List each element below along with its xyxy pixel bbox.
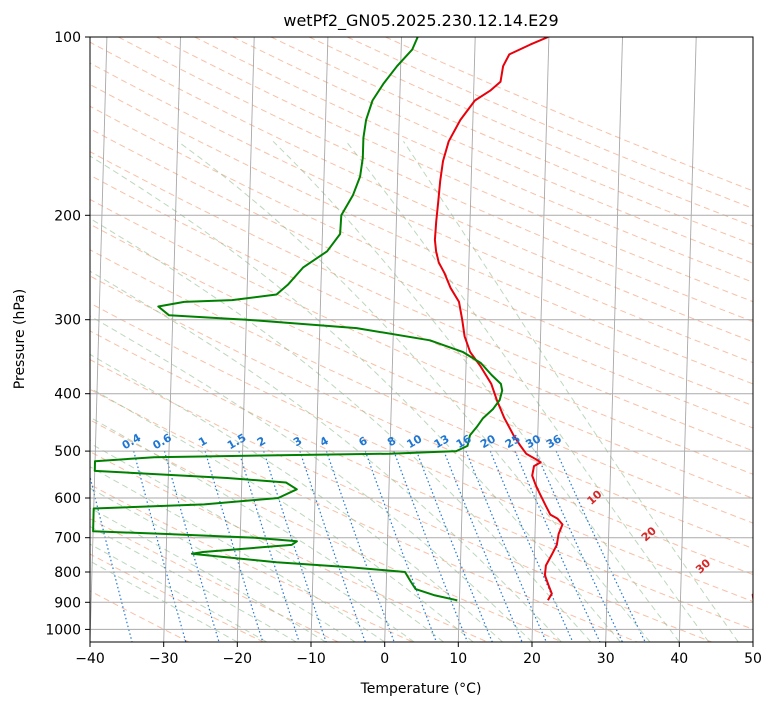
y-tick-label: 800 (54, 565, 81, 581)
mixing-ratio-line (133, 450, 187, 642)
x-tick-label: 20 (523, 651, 541, 667)
mixing-ratio-line (555, 450, 646, 642)
mixing-ratio-line (204, 450, 264, 642)
mixing-ratio-line (489, 450, 574, 642)
dry-adiabat-line (90, 451, 488, 642)
y-tick-label: 200 (54, 208, 81, 224)
dry-adiabat-line (90, 41, 753, 343)
isotherm-line (678, 37, 697, 642)
mixing-ratio-line (90, 474, 133, 642)
x-tick-label: 0 (380, 651, 389, 667)
y-tick-label: 500 (54, 444, 81, 460)
dry-adiabat-line (270, 37, 753, 246)
y-tick-label: 400 (54, 387, 81, 403)
dry-adiabat-line (90, 105, 753, 407)
isotherm-line (605, 37, 623, 642)
mixing-ratio-line (263, 450, 327, 642)
dry-adiabat-line (90, 302, 753, 603)
x-tick-label: −30 (149, 651, 179, 667)
chart-title: wetPf2_GN05.2025.230.12.14.E29 (283, 11, 558, 31)
plot-frame (89, 36, 754, 643)
dry-adiabat-line (90, 275, 753, 576)
isotherm-line (90, 37, 108, 642)
dewpoint-profile-line (92, 37, 504, 602)
dry-adiabat-line (118, 37, 753, 323)
x-axis-title: Temperature (°C) (360, 681, 482, 697)
y-tick-label: 700 (54, 531, 81, 547)
mixing-ratio-line (163, 450, 220, 642)
dry-adiabat-line (90, 128, 753, 429)
dry-adiabat-line (194, 37, 753, 283)
isotherm-line (310, 37, 329, 642)
y-tick-label: 900 (54, 595, 81, 611)
mixing-ratio-line (534, 450, 623, 642)
mixing-ratio-line (238, 450, 300, 642)
moist-adiabat-label: 40 (748, 585, 768, 605)
isotherm-line (163, 37, 181, 642)
dry-adiabat-line (90, 483, 414, 642)
x-tick-label: 40 (670, 651, 688, 667)
dry-adiabat-line (90, 151, 753, 452)
dry-adiabat-line (90, 83, 753, 385)
mixing-ratio-line (299, 450, 366, 642)
x-tick-label: 10 (449, 651, 467, 667)
dry-adiabat-line (90, 388, 638, 642)
mixing-ratio-label: 0.2 (70, 431, 93, 452)
x-tick-label: 50 (744, 651, 762, 667)
mixing-ratio-line (465, 450, 547, 642)
dry-adiabat-line (347, 37, 753, 209)
mixing-ratio-line (325, 450, 395, 642)
x-tick-label: −20 (223, 651, 253, 667)
dry-adiabat-line (90, 330, 753, 630)
y-tick-label: 1000 (45, 622, 81, 638)
dry-adiabat-line (90, 249, 753, 550)
y-tick-label: 600 (54, 491, 81, 507)
y-axis-title: Pressure (hPa) (12, 289, 28, 389)
x-tick-label: −40 (75, 651, 105, 667)
isotherm-line (384, 37, 402, 642)
y-tick-label: 100 (54, 30, 81, 46)
isotherm-line (531, 37, 550, 642)
x-tick-label: 30 (597, 651, 615, 667)
isotherm-line (236, 37, 255, 642)
y-tick-label: 300 (54, 313, 81, 329)
x-tick-label: −10 (296, 651, 326, 667)
temperature-profile-line (433, 37, 564, 601)
